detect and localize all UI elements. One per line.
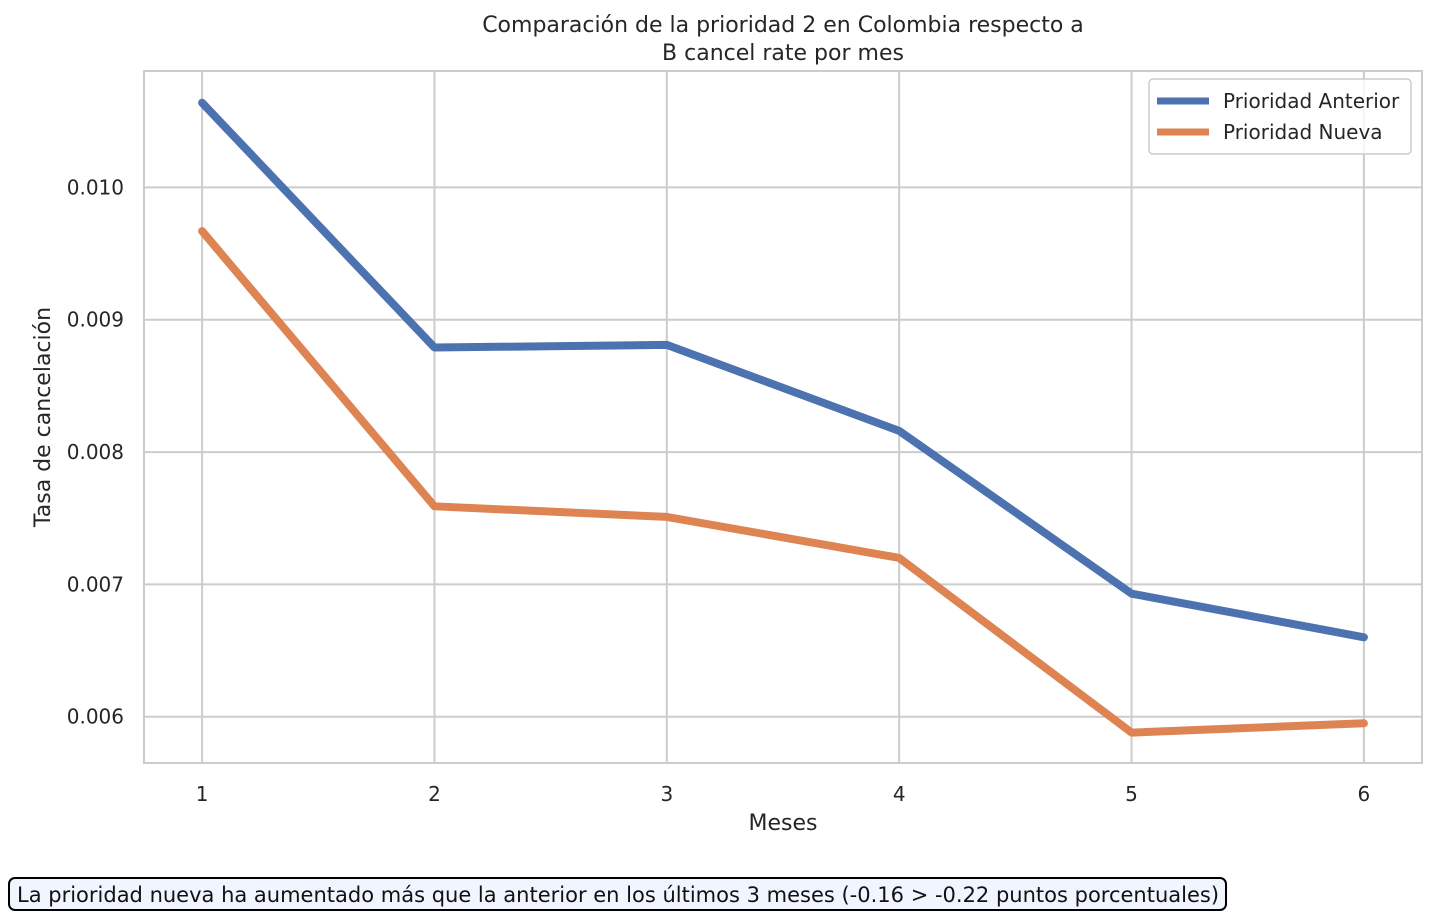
y-tick-label: 0.010 [67, 175, 124, 199]
x-tick-label: 4 [893, 782, 906, 806]
x-tick-label: 1 [196, 782, 209, 806]
series-line-prioridad-nueva [198, 227, 1368, 737]
data-point-prioridad-nueva [1363, 722, 1365, 724]
y-tick-label: 0.009 [67, 308, 124, 332]
legend: Prioridad Anterior Prioridad Nueva [1148, 78, 1412, 155]
data-point-prioridad-anterior [433, 347, 435, 349]
series-lines [198, 98, 1368, 737]
chart-title-line-2: B cancel rate por mes [662, 41, 904, 66]
y-tick-label: 0.006 [67, 705, 124, 729]
data-point-prioridad-anterior [1363, 636, 1365, 638]
legend-label-prioridad-anterior: Prioridad Anterior [1223, 89, 1400, 113]
x-tick-label: 6 [1358, 782, 1371, 806]
y-tick-labels: 0.006 0.007 0.008 0.009 0.010 [67, 175, 124, 728]
y-tick-label: 0.008 [67, 440, 124, 464]
legend-label-prioridad-nueva: Prioridad Nueva [1223, 120, 1383, 144]
x-tick-label: 3 [660, 782, 673, 806]
chart-title-line-1: Comparación de la prioridad 2 en Colombi… [482, 13, 1084, 38]
legend-box [1148, 78, 1412, 155]
data-point-prioridad-anterior [1131, 593, 1133, 595]
data-point-prioridad-anterior [666, 344, 668, 346]
conclusion-note: La prioridad nueva ha aumentado más que … [8, 877, 1228, 911]
data-point-prioridad-nueva [1131, 732, 1133, 734]
y-tick-label: 0.007 [67, 572, 124, 596]
grid-lines [144, 71, 1422, 763]
data-point-prioridad-anterior [898, 430, 900, 432]
plot-frame [143, 70, 1423, 764]
x-axis-label: Meses [749, 811, 818, 836]
y-axis-label: Tasa de cancelación [31, 307, 56, 528]
data-point-prioridad-nueva [666, 516, 668, 518]
data-point-prioridad-nueva [201, 230, 203, 232]
data-point-prioridad-nueva [433, 505, 435, 507]
x-tick-label: 2 [428, 782, 441, 806]
plot-background [144, 71, 1422, 763]
line-chart: 1 2 3 4 5 6 0.006 0.007 0.008 0.009 0.010 Compara… [31, 13, 1423, 836]
series-line-prioridad-anterior [198, 98, 1368, 642]
data-point-prioridad-anterior [201, 102, 203, 104]
x-tick-label: 5 [1125, 782, 1138, 806]
x-tick-labels: 1 2 3 4 5 6 [196, 782, 1371, 806]
data-point-prioridad-nueva [898, 557, 900, 559]
